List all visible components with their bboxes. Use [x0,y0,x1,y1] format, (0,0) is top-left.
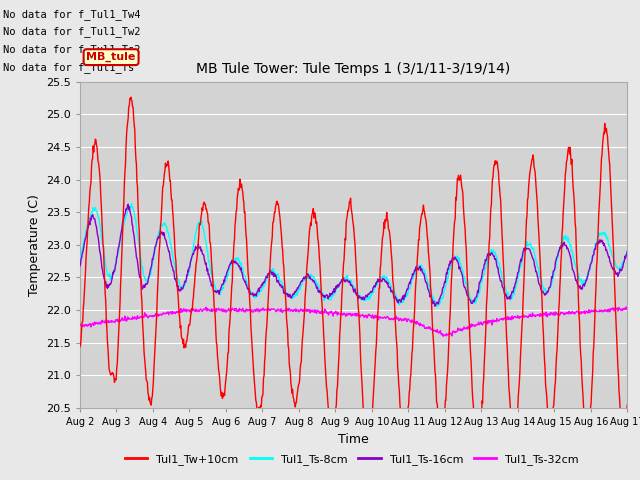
X-axis label: Time: Time [338,432,369,445]
Text: No data for f_Tul1_Tw2: No data for f_Tul1_Tw2 [3,26,141,37]
Text: MB_tule: MB_tule [86,52,136,62]
Text: No data for f_Tul1_Ts2: No data for f_Tul1_Ts2 [3,44,141,55]
Title: MB Tule Tower: Tule Temps 1 (3/1/11-3/19/14): MB Tule Tower: Tule Temps 1 (3/1/11-3/19… [196,62,511,76]
Legend: Tul1_Tw+10cm, Tul1_Ts-8cm, Tul1_Ts-16cm, Tul1_Ts-32cm: Tul1_Tw+10cm, Tul1_Ts-8cm, Tul1_Ts-16cm,… [121,450,583,469]
Text: No data for f_Tul1_Tw4: No data for f_Tul1_Tw4 [3,9,141,20]
Y-axis label: Temperature (C): Temperature (C) [28,194,40,296]
Text: No data for f_Tul1_Ts: No data for f_Tul1_Ts [3,62,134,73]
